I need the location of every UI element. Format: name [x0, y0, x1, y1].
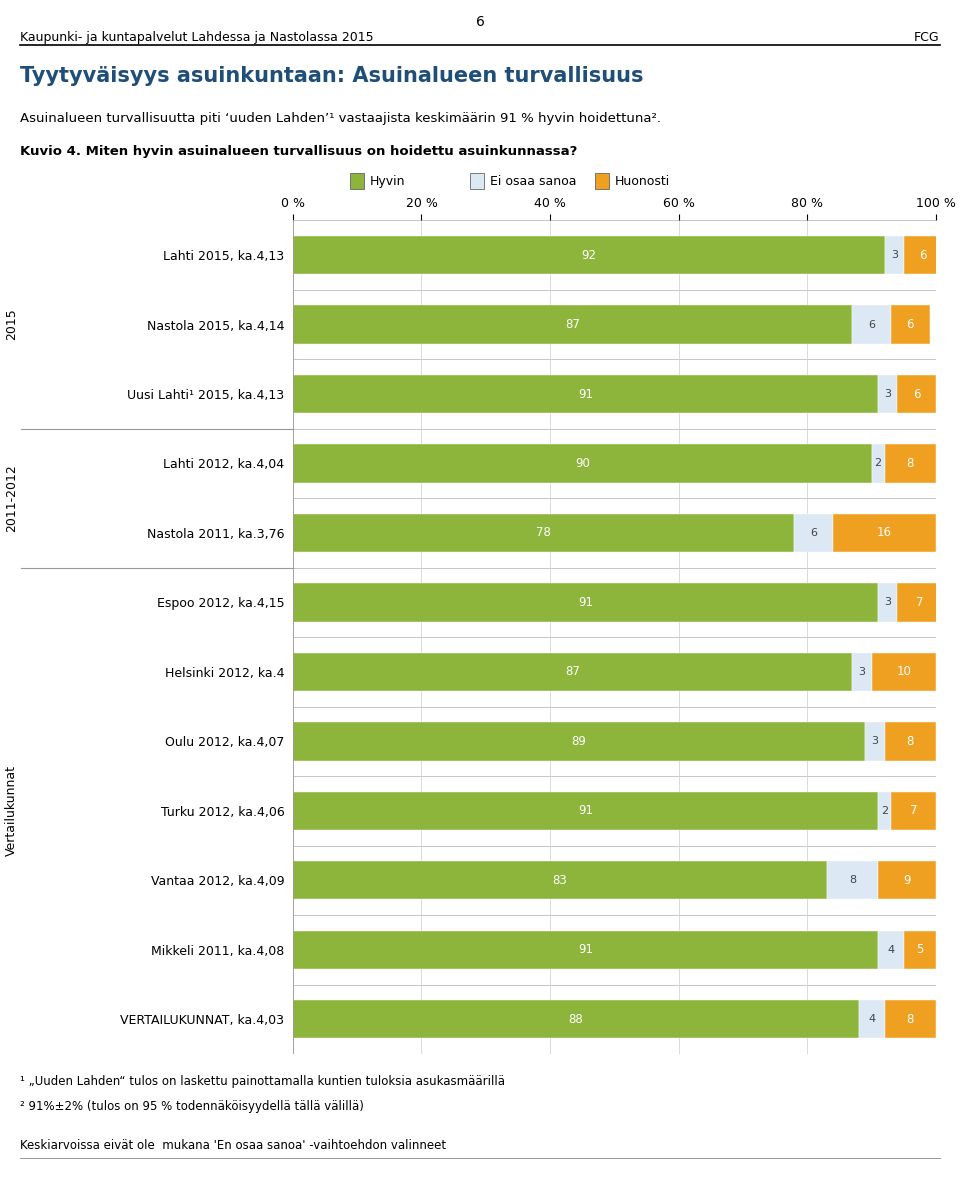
Bar — [293, 236, 884, 274]
Text: 2: 2 — [881, 806, 888, 816]
Bar — [827, 861, 878, 899]
Text: 6: 6 — [810, 528, 817, 538]
Bar — [795, 513, 833, 553]
Text: 2015: 2015 — [5, 308, 18, 341]
Text: 5: 5 — [916, 943, 924, 956]
Bar — [891, 792, 936, 830]
Text: Vertailukunnat: Vertailukunnat — [5, 766, 18, 856]
Bar — [852, 305, 891, 344]
Text: 3: 3 — [891, 250, 898, 260]
Text: 83: 83 — [552, 874, 567, 887]
Text: FCG: FCG — [914, 31, 940, 44]
Text: ¹ „Uuden Lahden“ tulos on laskettu painottamalla kuntien tuloksia asukasmäärillä: ¹ „Uuden Lahden“ tulos on laskettu paino… — [20, 1075, 505, 1089]
Text: 2011-2012: 2011-2012 — [5, 464, 18, 532]
Bar — [833, 513, 936, 553]
Text: Hyvin: Hyvin — [370, 175, 405, 187]
Text: 8: 8 — [906, 457, 914, 470]
Bar — [293, 584, 878, 622]
Text: 6: 6 — [913, 387, 921, 400]
Bar — [898, 584, 943, 622]
Text: Ei osaa sanoa: Ei osaa sanoa — [490, 175, 576, 187]
Bar — [878, 584, 898, 622]
Text: 7: 7 — [916, 596, 924, 609]
Text: 8: 8 — [849, 875, 856, 885]
Text: 88: 88 — [568, 1012, 583, 1025]
Text: ² 91%±2% (tulos on 95 % todennäköisyydellä tällä välillä): ² 91%±2% (tulos on 95 % todennäköisyydel… — [20, 1100, 364, 1114]
Text: 3: 3 — [884, 389, 891, 399]
Bar — [878, 861, 936, 899]
Bar — [891, 305, 929, 344]
Text: 9: 9 — [903, 874, 911, 887]
Text: 91: 91 — [578, 596, 593, 609]
Bar — [878, 930, 904, 969]
Bar — [852, 653, 872, 691]
Bar — [904, 930, 936, 969]
Bar — [293, 653, 852, 691]
Bar — [293, 305, 852, 344]
Bar — [293, 861, 827, 899]
Bar — [293, 513, 795, 553]
Text: 78: 78 — [537, 526, 551, 540]
Bar — [293, 444, 872, 482]
Bar — [293, 1000, 859, 1039]
Text: 6: 6 — [920, 249, 927, 262]
Bar — [878, 375, 898, 413]
Text: 91: 91 — [578, 804, 593, 817]
Text: 91: 91 — [578, 943, 593, 956]
Bar — [898, 375, 936, 413]
Text: 6: 6 — [868, 319, 876, 330]
Text: 7: 7 — [910, 804, 917, 817]
Text: 6: 6 — [475, 15, 485, 29]
Bar — [884, 444, 936, 482]
Text: Tyytyväisyys asuinkuntaan: Asuinalueen turvallisuus: Tyytyväisyys asuinkuntaan: Asuinalueen t… — [20, 66, 643, 86]
Text: 3: 3 — [858, 667, 866, 676]
Text: 16: 16 — [877, 526, 892, 540]
Bar — [293, 792, 878, 830]
Bar — [872, 444, 884, 482]
Text: 89: 89 — [571, 735, 587, 748]
Bar — [293, 930, 878, 969]
Text: Keskiarvoissa eivät ole  mukana 'En osaa sanoa' -vaihtoehdon valinneet: Keskiarvoissa eivät ole mukana 'En osaa … — [20, 1139, 446, 1152]
Text: 92: 92 — [581, 249, 596, 262]
Bar — [878, 792, 891, 830]
Text: 10: 10 — [897, 666, 911, 679]
Text: 4: 4 — [887, 944, 895, 955]
Bar — [872, 653, 936, 691]
Bar — [293, 375, 878, 413]
Text: 8: 8 — [906, 1012, 914, 1025]
Text: 87: 87 — [565, 666, 580, 679]
Text: Kaupunki- ja kuntapalvelut Lahdessa ja Nastolassa 2015: Kaupunki- ja kuntapalvelut Lahdessa ja N… — [20, 31, 373, 44]
Text: 3: 3 — [872, 736, 878, 747]
Text: 87: 87 — [565, 318, 580, 331]
Text: 90: 90 — [575, 457, 589, 470]
Text: Huonosti: Huonosti — [614, 175, 670, 187]
Bar — [865, 722, 884, 761]
Bar — [884, 1000, 936, 1039]
Text: 4: 4 — [868, 1015, 876, 1024]
Bar — [293, 722, 865, 761]
Bar — [904, 236, 943, 274]
Bar — [884, 722, 936, 761]
Text: Asuinalueen turvallisuutta piti ‘uuden Lahden’¹ vastaajista keskimäärin 91 % hyv: Asuinalueen turvallisuutta piti ‘uuden L… — [20, 112, 661, 125]
Bar — [884, 236, 904, 274]
Text: 2: 2 — [875, 459, 881, 468]
Text: 91: 91 — [578, 387, 593, 400]
Text: 6: 6 — [906, 318, 914, 331]
Bar — [859, 1000, 884, 1039]
Text: Kuvio 4. Miten hyvin asuinalueen turvallisuus on hoidettu asuinkunnassa?: Kuvio 4. Miten hyvin asuinalueen turvall… — [20, 145, 578, 158]
Text: 3: 3 — [884, 598, 891, 607]
Text: 8: 8 — [906, 735, 914, 748]
